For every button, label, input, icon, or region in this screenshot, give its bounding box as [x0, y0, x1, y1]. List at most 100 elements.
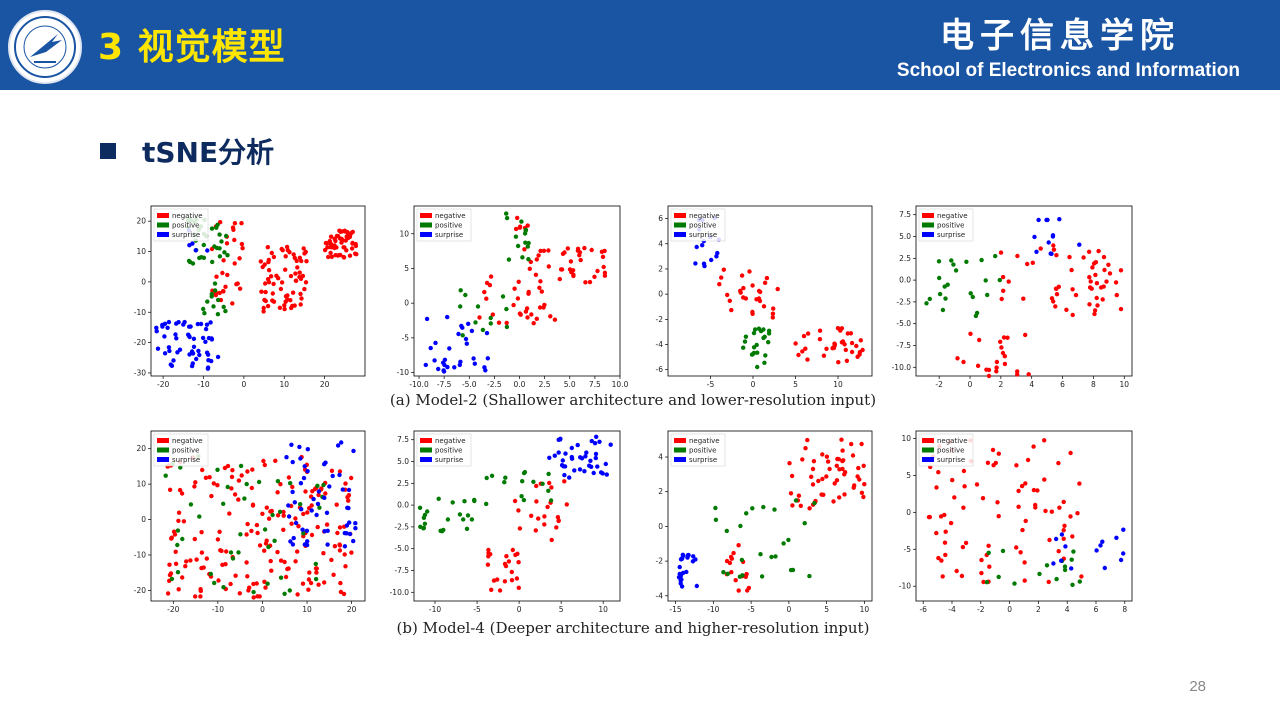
scatter-point-surprise: [1077, 242, 1082, 247]
scatter-point-surprise: [578, 455, 583, 460]
scatter-point-negative: [233, 573, 238, 578]
y-tick-label: 6: [658, 214, 663, 223]
scatter-point-negative: [831, 345, 837, 351]
scatter-point-negative: [213, 292, 218, 298]
tsne-plot-b2: -10 -5 0 5 10 7.5 5.0 2.5 0.0 -2.5 -5.0 -7.5 -10.0 ne…: [378, 425, 628, 619]
tsne-plot-b1: -20 -10 0 10 20 20 10 0 -10 -20 negative positive su…: [115, 425, 373, 619]
scatter-point-negative: [281, 527, 286, 532]
scatter-point-negative: [854, 343, 859, 349]
scatter-point-negative: [733, 578, 738, 583]
scatter-point-positive: [526, 240, 531, 246]
scatter-point-negative: [525, 315, 530, 320]
scatter-point-negative: [297, 270, 302, 275]
scatter-point-negative: [295, 265, 300, 270]
scatter-point-surprise: [594, 434, 599, 439]
scatter-point-negative: [841, 458, 846, 463]
scatter-point-positive: [1062, 564, 1068, 569]
legend-swatch-positive: [157, 222, 169, 228]
scatter-point-negative: [176, 510, 182, 515]
scatter-point-surprise: [591, 470, 596, 476]
scatter-point-negative: [188, 558, 193, 563]
scatter-point-negative: [996, 514, 1001, 519]
x-tick-label: 6: [1094, 605, 1099, 614]
scatter-point-negative: [344, 248, 349, 253]
legend-swatch-surprise: [674, 232, 686, 237]
scatter-point-negative: [328, 241, 334, 247]
y-tick-label: -10.0: [892, 363, 912, 372]
x-tick-label: -10: [707, 605, 719, 614]
legend-label-positive: positive: [689, 222, 716, 230]
legend-label-negative: negative: [689, 212, 720, 220]
scatter-point-positive: [548, 498, 554, 503]
scatter-point-positive: [214, 225, 219, 230]
scatter-point-positive: [169, 576, 175, 582]
scatter-point-negative: [217, 290, 222, 296]
scatter-point-negative: [486, 547, 491, 553]
scatter-point-negative: [764, 275, 770, 281]
x-tick-label: -10: [197, 380, 209, 389]
scatter-point-surprise: [290, 542, 296, 547]
scatter-point-negative: [555, 515, 561, 520]
legend-swatch-negative: [674, 438, 686, 443]
scatter-point-negative: [552, 317, 558, 322]
scatter-point-negative: [485, 562, 491, 567]
scatter-point-negative: [289, 521, 294, 526]
scatter-point-surprise: [299, 507, 304, 512]
scatter-point-negative: [254, 522, 260, 528]
scatter-point-negative: [300, 273, 306, 279]
scatter-point-surprise: [424, 316, 430, 322]
scatter-point-surprise: [600, 471, 605, 476]
scatter-point-negative: [335, 530, 340, 536]
scatter-point-negative: [232, 221, 238, 226]
scatter-point-negative: [518, 312, 523, 317]
scatter-point-negative: [288, 298, 293, 303]
scatter-point-surprise: [167, 348, 172, 354]
y-tick-label: -4: [656, 591, 664, 600]
scatter-point-surprise: [203, 339, 208, 344]
scatter-point-negative: [1094, 281, 1100, 286]
scatter-point-negative: [1068, 514, 1073, 519]
scatter-point-negative: [999, 296, 1004, 302]
scatter-point-negative: [217, 529, 222, 534]
scatter-point-negative: [338, 252, 343, 258]
scatter-point-surprise: [597, 439, 602, 444]
y-tick-label: 5.0: [397, 457, 409, 466]
scatter-point-surprise: [469, 328, 475, 334]
scatter-point-negative: [316, 582, 321, 587]
scatter-point-negative: [1106, 262, 1111, 267]
y-tick-label: 0.0: [397, 501, 409, 510]
scatter-point-negative: [275, 490, 280, 495]
scatter-point-surprise: [160, 324, 165, 329]
scatter-point-negative: [324, 522, 330, 527]
scatter-point-surprise: [694, 244, 699, 250]
scatter-point-negative: [587, 279, 593, 285]
scatter-point-negative: [177, 487, 183, 493]
scatter-point-surprise: [428, 345, 433, 351]
scatter-point-surprise: [556, 450, 561, 455]
scatter-point-surprise: [592, 441, 598, 446]
scatter-point-positive: [480, 327, 486, 333]
scatter-point-negative: [994, 369, 999, 374]
scatter-point-positive: [743, 334, 749, 339]
scatter-point-negative: [245, 469, 250, 474]
scatter-point-negative: [338, 580, 343, 586]
scatter-point-negative: [567, 267, 573, 272]
scatter-point-surprise: [347, 520, 352, 525]
scatter-point-surprise: [316, 489, 322, 494]
y-tick-label: 4: [658, 453, 663, 462]
scatter-point-surprise: [701, 261, 707, 266]
scatter-point-negative: [261, 305, 266, 311]
x-tick-label: -20: [157, 380, 169, 389]
scatter-point-surprise: [297, 444, 302, 450]
scatter-point-surprise: [484, 330, 490, 336]
scatter-point-negative: [857, 349, 863, 355]
scatter-point-negative: [527, 266, 532, 271]
x-tick-label: -20: [167, 605, 179, 614]
scatter-point-negative: [578, 257, 583, 263]
scatter-point-negative: [936, 555, 941, 561]
scatter-point-surprise: [466, 321, 471, 326]
x-tick-label: 2: [1036, 605, 1041, 614]
scatter-point-negative: [557, 276, 562, 282]
scatter-point-surprise: [335, 443, 341, 448]
scatter-point-positive: [458, 288, 463, 293]
